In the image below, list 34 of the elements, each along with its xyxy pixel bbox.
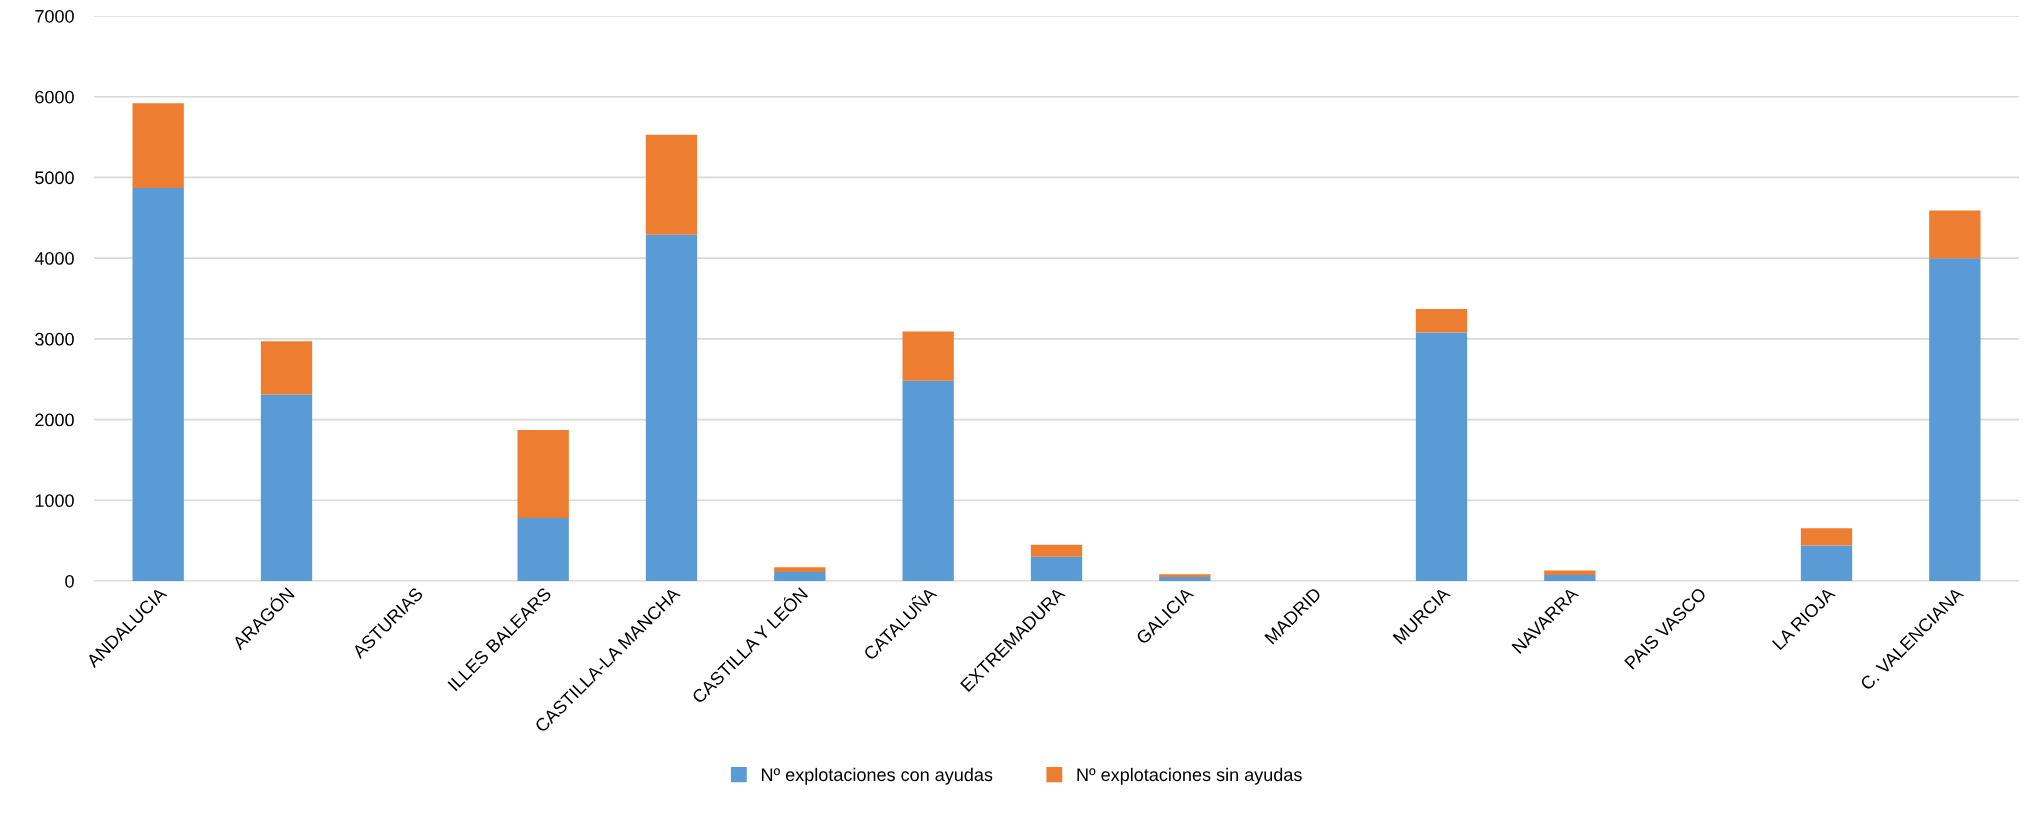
y-tick-label: 3000 — [35, 332, 74, 346]
bar — [260, 341, 313, 395]
y-tick-label: 0 — [65, 574, 74, 588]
bar — [517, 430, 569, 519]
bar — [1030, 544, 1083, 557]
bar — [1159, 576, 1211, 581]
bar — [1800, 545, 1853, 581]
bar — [774, 572, 826, 581]
bar — [1415, 308, 1468, 333]
bar — [1929, 210, 1981, 259]
y-tick-label: 2000 — [35, 413, 74, 427]
y-tick-label: 1000 — [35, 494, 74, 508]
bar — [260, 394, 313, 581]
bar — [902, 331, 954, 381]
bar — [132, 187, 184, 581]
bar — [645, 134, 698, 235]
y-tick-label: 4000 — [34, 252, 74, 265]
bar — [1030, 556, 1083, 581]
bar — [645, 234, 698, 581]
y-tick-label: 5000 — [35, 171, 74, 185]
legend-label: Nº explotaciones con ayudas — [761, 767, 993, 785]
y-tick-label: 7000 — [35, 9, 74, 23]
bar — [1544, 570, 1596, 575]
y-tick-label: 6000 — [35, 90, 74, 104]
bar — [132, 103, 184, 188]
bar — [1800, 528, 1853, 546]
bar — [1159, 574, 1211, 577]
bar — [774, 567, 826, 573]
bar — [902, 380, 954, 581]
legend-label: Nº explotaciones sin ayudas — [1077, 767, 1302, 785]
bar — [1544, 574, 1596, 581]
bar — [1929, 258, 1981, 581]
bar — [517, 518, 569, 581]
bar — [1415, 332, 1468, 581]
